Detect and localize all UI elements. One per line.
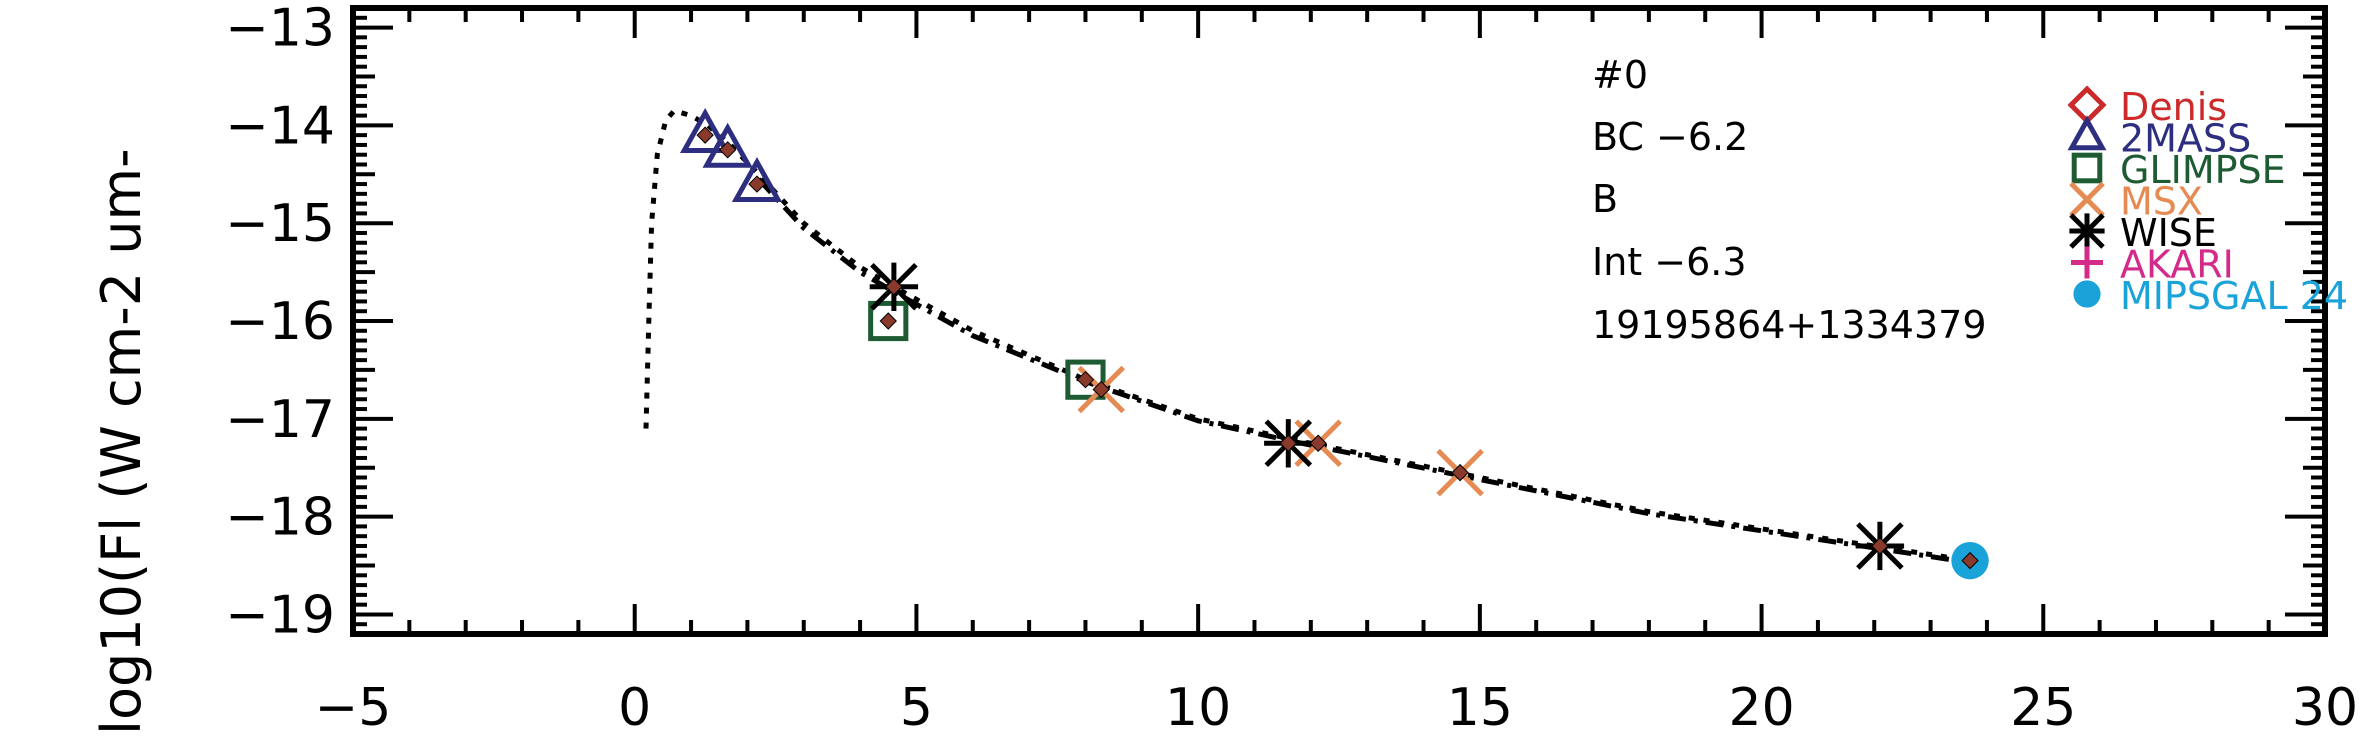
x-tick-label: 5 <box>900 678 933 738</box>
model-points <box>696 126 1979 570</box>
x-tick-label: 10 <box>1165 678 1231 738</box>
x-tick-label: 30 <box>2292 678 2358 738</box>
legend-msx-label: MSX <box>2120 180 2203 224</box>
legend-2mass-symbol <box>2067 115 2107 151</box>
model-point <box>1076 370 1095 389</box>
2mass-point <box>731 156 783 202</box>
legend-msx-symbol-stroke <box>2069 181 2105 218</box>
glimpse-point <box>1065 359 1106 400</box>
y-tick-label: −18 <box>225 488 335 548</box>
annotation-text: #0 <box>1592 53 1648 97</box>
y-axis-ticks: −19 −18 −17 −16 −15 −14 −13 <box>225 0 2325 645</box>
legend-2mass-label: 2MASS <box>2120 117 2251 161</box>
x-tick-label: 15 <box>1447 678 1513 738</box>
x-tick-label: −5 <box>315 678 392 738</box>
2mass-point <box>702 122 753 168</box>
legend-wise-label: WISE <box>2120 211 2217 255</box>
y-tick-label: −17 <box>225 390 335 450</box>
x-tick-label: 0 <box>618 678 651 738</box>
model-point <box>1871 537 1889 555</box>
model-dotted-line <box>643 107 1971 564</box>
model-point <box>879 312 897 330</box>
y-tick-label: −13 <box>225 0 335 59</box>
model-point <box>1451 463 1469 482</box>
annotation-text: BC −6.2 <box>1592 115 1748 159</box>
model-point <box>1279 434 1297 452</box>
legend-glimpse-symbol <box>2071 152 2103 184</box>
x-tick-label: 25 <box>2010 678 2076 738</box>
model-lines <box>643 107 1971 566</box>
y-tick-label: −16 <box>225 292 335 352</box>
y-tick-label: −15 <box>225 194 335 254</box>
y-tick-label: −14 <box>225 96 335 156</box>
legend-denis-label: Denis <box>2120 85 2227 129</box>
legend-glimpse-label: GLIMPSE <box>2120 148 2286 192</box>
legend-mipsgal-24-symbol <box>2073 280 2101 308</box>
annotation-text: B <box>1592 177 1618 221</box>
model-point <box>1309 434 1327 452</box>
model-dashdot-line <box>756 177 1971 566</box>
annotations: #0 BC −6.2 B Int −6.3 19195864+1334379 <box>1592 53 1987 347</box>
model-point <box>1961 551 1979 570</box>
model-point <box>696 126 714 144</box>
annotation-text: 19195864+1334379 <box>1592 303 1987 347</box>
x-tick-label: 20 <box>1728 678 1794 738</box>
model-point <box>1092 380 1110 399</box>
legend-msx-symbol <box>2069 181 2105 218</box>
legend-mipsgal-24-label: MIPSGAL 24 <box>2120 274 2348 318</box>
x-axis-ticks: −5 0 5 10 15 20 25 30 <box>315 8 2358 738</box>
legend-akari-label: AKARI <box>2120 243 2234 287</box>
annotation-text: Int −6.3 <box>1592 240 1747 284</box>
model-point <box>885 278 903 296</box>
model-point <box>748 175 766 193</box>
2mass-point <box>679 108 731 154</box>
glimpse-point <box>868 300 909 342</box>
y-axis-label: log10(Fl (W cm-2 um- <box>90 148 153 735</box>
y-tick-label: −19 <box>225 585 335 645</box>
legend-wise-symbol <box>2069 213 2105 249</box>
legend-akari-symbol <box>2071 246 2103 279</box>
model-point <box>718 141 737 159</box>
